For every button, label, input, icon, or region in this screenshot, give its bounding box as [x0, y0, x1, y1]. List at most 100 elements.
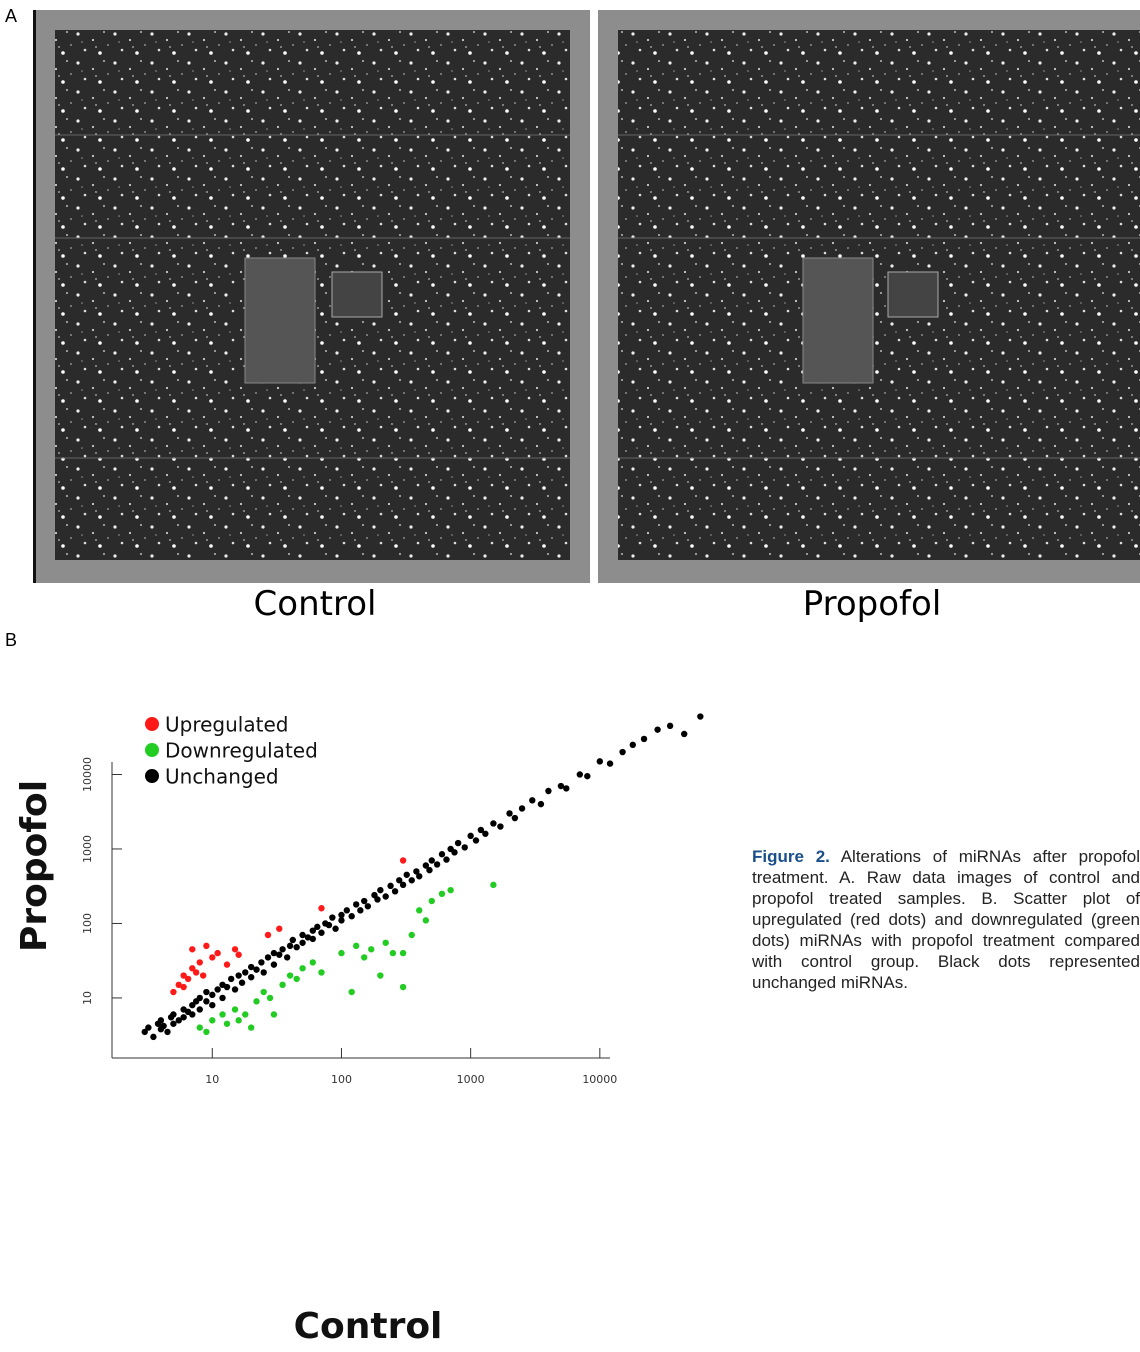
- image-label: Control: [253, 584, 377, 624]
- point: [279, 946, 286, 953]
- point: [426, 866, 433, 874]
- x-tick-label: 10000: [582, 1073, 617, 1086]
- point: [482, 830, 489, 837]
- point: [318, 929, 325, 936]
- point: [227, 975, 235, 983]
- point: [203, 988, 210, 996]
- legend-label: Downregulated: [165, 739, 318, 763]
- point: [584, 772, 591, 780]
- y-tick-label: 100: [81, 913, 94, 934]
- point: [629, 741, 636, 749]
- point: [348, 988, 355, 996]
- point: [170, 1011, 177, 1018]
- point: [209, 1017, 216, 1024]
- point: [238, 979, 246, 986]
- x-tick-label: 1000: [457, 1073, 485, 1086]
- point: [343, 907, 351, 914]
- point: [382, 893, 389, 900]
- point: [266, 994, 274, 1002]
- point: [447, 886, 454, 894]
- y-axis-label: Propofol: [14, 780, 55, 952]
- point: [175, 1017, 182, 1024]
- point: [368, 946, 375, 953]
- point: [219, 994, 226, 1002]
- point: [270, 961, 278, 968]
- point: [325, 921, 333, 929]
- point: [454, 839, 462, 847]
- point: [338, 949, 345, 957]
- point: [511, 814, 519, 822]
- point: [223, 961, 231, 968]
- point: [160, 1022, 167, 1030]
- point: [145, 1024, 152, 1031]
- point: [223, 1020, 231, 1027]
- point: [428, 857, 435, 864]
- legend-marker: [145, 717, 159, 731]
- point: [408, 877, 415, 884]
- point: [164, 1028, 171, 1036]
- point: [338, 911, 345, 919]
- point: [209, 1001, 216, 1009]
- point: [235, 951, 242, 958]
- point: [387, 882, 394, 890]
- point: [203, 998, 210, 1005]
- point: [640, 735, 648, 743]
- point: [438, 890, 446, 898]
- point: [497, 823, 504, 830]
- point: [596, 758, 604, 765]
- point: [170, 1020, 177, 1027]
- point: [399, 949, 407, 957]
- point: [203, 942, 210, 950]
- point: [242, 969, 249, 976]
- point: [619, 748, 626, 756]
- point: [247, 1024, 255, 1031]
- point: [361, 954, 368, 961]
- point: [196, 1006, 203, 1013]
- point: [299, 939, 306, 946]
- point: [606, 760, 614, 767]
- point: [490, 881, 497, 889]
- point: [299, 965, 306, 972]
- point: [289, 936, 297, 944]
- point: [279, 981, 286, 989]
- point: [399, 857, 407, 864]
- point: [199, 972, 207, 979]
- point: [576, 771, 584, 778]
- point: [377, 972, 384, 979]
- x-tick-label: 10: [205, 1073, 219, 1086]
- point: [189, 1011, 196, 1018]
- point: [209, 954, 216, 961]
- panel-label: A: [5, 6, 18, 26]
- point: [666, 722, 674, 730]
- point: [276, 951, 283, 958]
- y-tick-label: 1000: [81, 835, 94, 863]
- point: [451, 849, 458, 856]
- point: [352, 901, 360, 908]
- point: [141, 1028, 148, 1036]
- point: [318, 969, 325, 976]
- point: [348, 913, 355, 920]
- point: [477, 826, 485, 834]
- legend-label: Unchanged: [165, 765, 279, 789]
- point: [396, 877, 403, 884]
- point: [391, 888, 399, 895]
- point: [242, 1011, 249, 1018]
- point: [318, 905, 325, 912]
- point: [382, 939, 389, 946]
- point: [189, 965, 196, 972]
- point: [428, 897, 435, 905]
- legend-label: Upregulated: [165, 713, 288, 737]
- point: [338, 917, 345, 924]
- point: [309, 959, 317, 966]
- point: [260, 969, 267, 976]
- point: [563, 785, 570, 792]
- point: [293, 975, 300, 983]
- point: [180, 972, 187, 979]
- point: [260, 988, 267, 996]
- point: [157, 1017, 165, 1024]
- point: [184, 975, 192, 983]
- y-tick-label: 10000: [81, 757, 94, 792]
- point: [189, 946, 196, 953]
- point: [422, 862, 430, 869]
